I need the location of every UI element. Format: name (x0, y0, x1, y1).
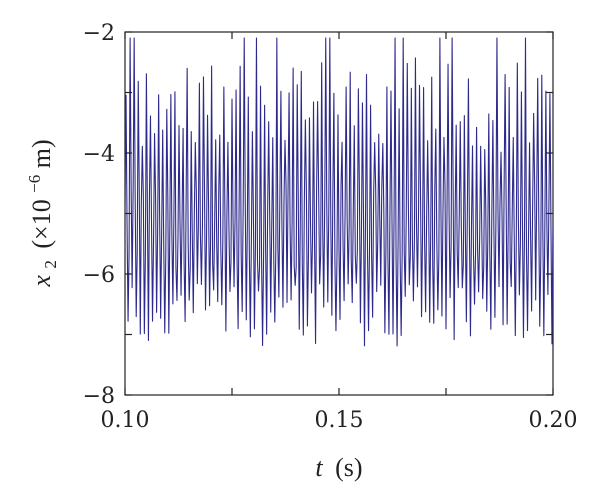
y-axis-label-open: (×10 (27, 199, 56, 248)
x-axis-label-unit: (s) (335, 453, 362, 482)
y-tick-label: −6 (83, 263, 115, 288)
series-line-x2 (125, 37, 553, 347)
y-tick-label: −2 (83, 21, 115, 46)
y-axis-label-unit: m) (27, 139, 56, 168)
y-tick-label: −4 (83, 142, 115, 167)
x-tick-label: 0.10 (101, 408, 150, 433)
x-axis-label: t (s) (315, 453, 362, 482)
y-axis-label: x 2 (×10 −6 m) (17, 139, 62, 287)
x-axis-ticks: 0.10 0.15 0.20 (101, 32, 578, 433)
y-axis-ticks: −8 −6 −4 −2 (83, 21, 553, 409)
y-axis-label-symbol: x (27, 275, 56, 288)
plot-area: 0.10 0.15 0.20 −8 −6 −4 −2 (83, 21, 578, 433)
y-axis-label-exponent: −6 (25, 175, 44, 193)
y-axis-label-subscript: 2 (41, 260, 60, 269)
x-tick-label: 0.20 (529, 408, 578, 433)
x-tick-label: 0.15 (315, 408, 364, 433)
x-axis-label-symbol: t (315, 453, 323, 482)
y-tick-label: −8 (83, 384, 115, 409)
